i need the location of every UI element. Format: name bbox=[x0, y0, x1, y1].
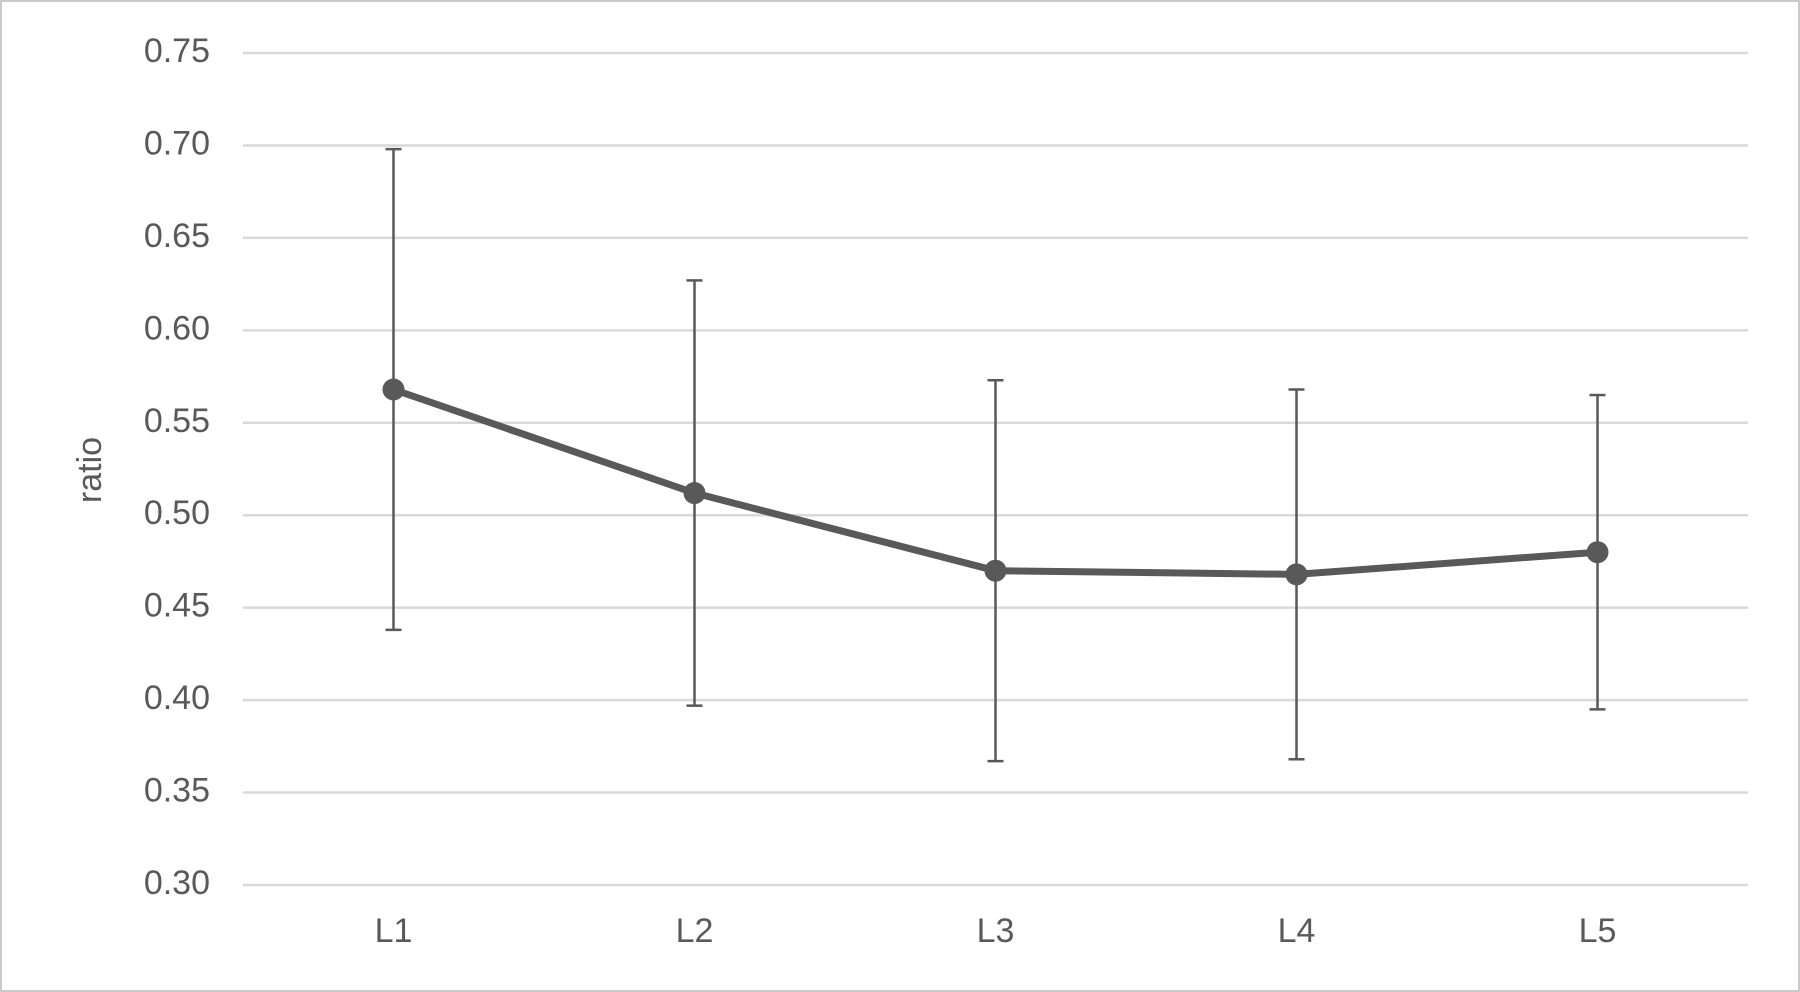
x-tick-label: L4 bbox=[1278, 912, 1316, 950]
y-tick-label: 0.75 bbox=[144, 32, 210, 70]
x-tick-label: L1 bbox=[375, 912, 413, 950]
point bbox=[683, 482, 706, 505]
y-tick-label: 0.30 bbox=[144, 864, 210, 902]
y-tick-label: 0.40 bbox=[144, 679, 210, 717]
y-tick-label: 0.60 bbox=[144, 309, 210, 347]
point bbox=[382, 378, 405, 401]
y-tick-label: 0.70 bbox=[144, 124, 210, 162]
point bbox=[984, 559, 1007, 582]
x-tick-label: L2 bbox=[676, 912, 714, 950]
point bbox=[1586, 541, 1609, 564]
x-tick-label: L3 bbox=[977, 912, 1015, 950]
y-axis-label: ratio bbox=[71, 437, 109, 503]
point bbox=[1285, 563, 1308, 586]
y-tick-label: 0.55 bbox=[144, 402, 210, 440]
y-tick-label: 0.65 bbox=[144, 217, 210, 255]
y-tick-label: 0.35 bbox=[144, 772, 210, 810]
x-tick-label: L5 bbox=[1579, 912, 1617, 950]
y-tick-label: 0.50 bbox=[144, 494, 210, 532]
y-tick-label: 0.45 bbox=[144, 587, 210, 625]
